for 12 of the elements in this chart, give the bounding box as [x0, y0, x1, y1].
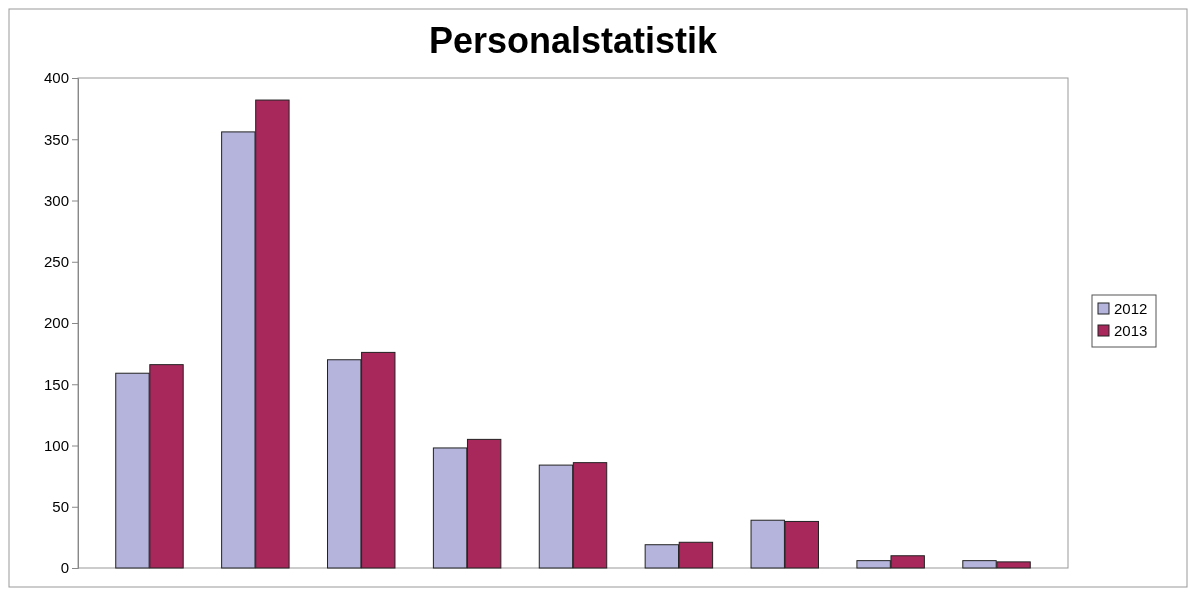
- y-tick-label: 200: [43, 314, 69, 332]
- chart-title: Personalstatistik: [428, 20, 719, 61]
- y-tick-label: 100: [43, 436, 69, 454]
- y-tick-label: 50: [52, 498, 69, 516]
- y-tick-label: 350: [43, 130, 69, 148]
- legend-label: 2012: [1114, 300, 1148, 317]
- y-tick-label: 0: [60, 559, 69, 577]
- y-tick-label: 250: [43, 253, 69, 271]
- y-tick-label: 300: [43, 191, 69, 209]
- y-tick-label: 400: [43, 69, 69, 87]
- legend-label: 2013: [1114, 322, 1148, 339]
- y-tick-label: 150: [43, 375, 69, 393]
